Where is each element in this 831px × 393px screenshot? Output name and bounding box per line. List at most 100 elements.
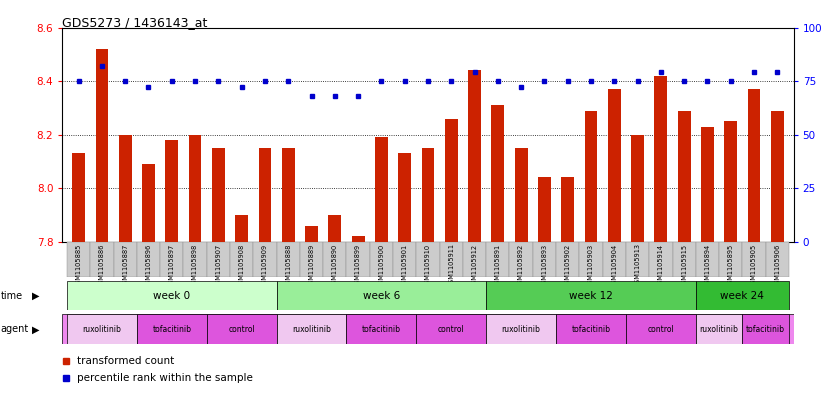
- Bar: [300, 242, 323, 277]
- Text: ruxolitinib: ruxolitinib: [502, 325, 540, 334]
- Bar: [91, 242, 114, 277]
- Bar: [626, 314, 696, 344]
- Text: GSM1105901: GSM1105901: [401, 243, 408, 288]
- Bar: [655, 76, 667, 242]
- Bar: [67, 281, 277, 310]
- Bar: [235, 215, 248, 242]
- Bar: [696, 314, 742, 344]
- Bar: [142, 164, 155, 242]
- Text: time: time: [1, 291, 23, 301]
- Bar: [607, 89, 621, 242]
- Bar: [765, 242, 789, 277]
- Bar: [375, 137, 388, 242]
- Bar: [486, 281, 696, 310]
- Bar: [323, 242, 347, 277]
- Text: ruxolitinib: ruxolitinib: [292, 325, 331, 334]
- Text: control: control: [438, 325, 465, 334]
- Text: ruxolitinib: ruxolitinib: [82, 325, 121, 334]
- Bar: [277, 281, 486, 310]
- Bar: [538, 177, 551, 242]
- Bar: [160, 242, 184, 277]
- Text: GSM1105886: GSM1105886: [99, 243, 105, 288]
- Bar: [678, 110, 691, 242]
- Bar: [632, 134, 644, 242]
- Bar: [556, 242, 579, 277]
- Text: GSM1105911: GSM1105911: [448, 243, 455, 287]
- Bar: [626, 242, 649, 277]
- Bar: [328, 215, 342, 242]
- Bar: [486, 242, 509, 277]
- Text: week 24: week 24: [720, 291, 765, 301]
- Text: GSM1105907: GSM1105907: [215, 243, 221, 288]
- Bar: [696, 242, 719, 277]
- Bar: [277, 242, 300, 277]
- Text: GSM1105893: GSM1105893: [542, 243, 548, 288]
- Bar: [114, 242, 137, 277]
- Bar: [742, 242, 765, 277]
- Text: tofacitinib: tofacitinib: [746, 325, 785, 334]
- Text: GSM1105895: GSM1105895: [728, 243, 734, 288]
- Bar: [230, 242, 253, 277]
- Bar: [649, 242, 672, 277]
- Text: ▶: ▶: [32, 324, 39, 334]
- Text: GSM1105902: GSM1105902: [565, 243, 571, 288]
- Bar: [509, 242, 533, 277]
- Bar: [67, 314, 137, 344]
- Text: GSM1105909: GSM1105909: [262, 243, 268, 288]
- Text: tofacitinib: tofacitinib: [572, 325, 611, 334]
- Text: GSM1105914: GSM1105914: [658, 243, 664, 288]
- Bar: [352, 236, 365, 242]
- Bar: [672, 242, 696, 277]
- Bar: [393, 242, 416, 277]
- Bar: [207, 242, 230, 277]
- Bar: [370, 242, 393, 277]
- Bar: [579, 242, 602, 277]
- Text: GSM1105906: GSM1105906: [774, 243, 780, 288]
- Bar: [282, 148, 295, 242]
- Bar: [137, 314, 207, 344]
- Text: GSM1105912: GSM1105912: [471, 243, 478, 288]
- Bar: [742, 314, 789, 344]
- Bar: [72, 153, 85, 242]
- Text: GSM1105908: GSM1105908: [238, 243, 244, 288]
- Text: GSM1105888: GSM1105888: [285, 243, 291, 288]
- Bar: [533, 242, 556, 277]
- Bar: [207, 314, 277, 344]
- Bar: [119, 134, 131, 242]
- Bar: [212, 148, 224, 242]
- Text: control: control: [647, 325, 674, 334]
- Bar: [416, 314, 486, 344]
- Text: transformed count: transformed count: [77, 356, 175, 366]
- Text: week 6: week 6: [363, 291, 400, 301]
- Text: GSM1105904: GSM1105904: [612, 243, 617, 288]
- Bar: [421, 148, 435, 242]
- Bar: [696, 281, 789, 310]
- Text: GSM1105903: GSM1105903: [588, 243, 594, 288]
- Text: GDS5273 / 1436143_at: GDS5273 / 1436143_at: [62, 16, 208, 29]
- Text: GSM1105891: GSM1105891: [494, 243, 501, 288]
- Bar: [253, 242, 277, 277]
- Text: GSM1105899: GSM1105899: [355, 243, 361, 288]
- Text: control: control: [229, 325, 255, 334]
- Text: week 12: week 12: [569, 291, 613, 301]
- Bar: [258, 148, 272, 242]
- Bar: [725, 121, 737, 242]
- Bar: [440, 242, 463, 277]
- Text: GSM1105894: GSM1105894: [705, 243, 711, 288]
- Text: GSM1105910: GSM1105910: [425, 243, 431, 288]
- Bar: [277, 314, 347, 344]
- Bar: [584, 110, 597, 242]
- Text: GSM1105887: GSM1105887: [122, 243, 128, 288]
- Text: GSM1105890: GSM1105890: [332, 243, 338, 288]
- Text: ruxolitinib: ruxolitinib: [700, 325, 739, 334]
- Bar: [486, 314, 556, 344]
- Text: GSM1105915: GSM1105915: [681, 243, 687, 288]
- Bar: [67, 242, 91, 277]
- Bar: [748, 89, 760, 242]
- Text: GSM1105889: GSM1105889: [308, 243, 314, 288]
- Bar: [602, 242, 626, 277]
- Text: GSM1105900: GSM1105900: [378, 243, 385, 288]
- Bar: [468, 70, 481, 242]
- Bar: [305, 226, 318, 242]
- Text: GSM1105892: GSM1105892: [518, 243, 524, 288]
